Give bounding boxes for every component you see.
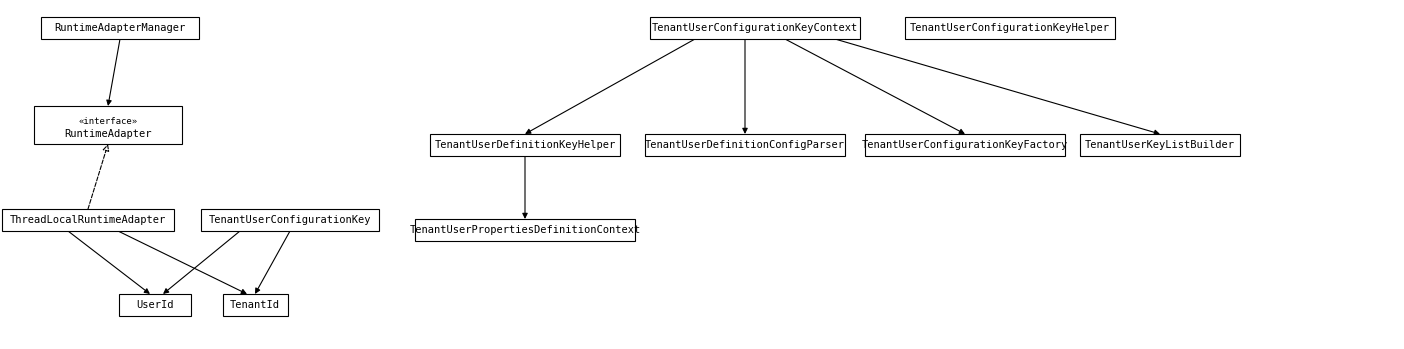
Text: TenantUserConfigurationKey: TenantUserConfigurationKey <box>209 215 371 225</box>
Bar <box>1080 134 1240 156</box>
Bar <box>119 294 191 316</box>
Text: TenantUserKeyListBuilder: TenantUserKeyListBuilder <box>1085 140 1236 150</box>
Text: TenantUserPropertiesDefinitionContext: TenantUserPropertiesDefinitionContext <box>410 225 640 235</box>
Bar <box>430 134 621 156</box>
Bar <box>41 17 199 39</box>
Bar <box>644 134 845 156</box>
Bar <box>1 209 174 231</box>
Text: TenantUserConfigurationKeyHelper: TenantUserConfigurationKeyHelper <box>910 23 1111 33</box>
Text: TenantId: TenantId <box>230 300 279 310</box>
Text: RuntimeAdapter: RuntimeAdapter <box>65 129 152 139</box>
Text: TenantUserDefinitionConfigParser: TenantUserDefinitionConfigParser <box>644 140 845 150</box>
Text: UserId: UserId <box>136 300 174 310</box>
Text: RuntimeAdapterManager: RuntimeAdapterManager <box>55 23 185 33</box>
Text: TenantUserConfigurationKeyContext: TenantUserConfigurationKeyContext <box>651 23 858 33</box>
Bar <box>201 209 379 231</box>
Text: «interface»: «interface» <box>79 117 138 126</box>
Text: TenantUserDefinitionKeyHelper: TenantUserDefinitionKeyHelper <box>434 140 615 150</box>
Bar <box>34 106 183 144</box>
Bar <box>865 134 1066 156</box>
Bar <box>650 17 861 39</box>
Bar <box>906 17 1115 39</box>
Bar <box>416 219 635 241</box>
Text: ThreadLocalRuntimeAdapter: ThreadLocalRuntimeAdapter <box>10 215 166 225</box>
Bar <box>222 294 288 316</box>
Text: TenantUserConfigurationKeyFactory: TenantUserConfigurationKeyFactory <box>862 140 1068 150</box>
